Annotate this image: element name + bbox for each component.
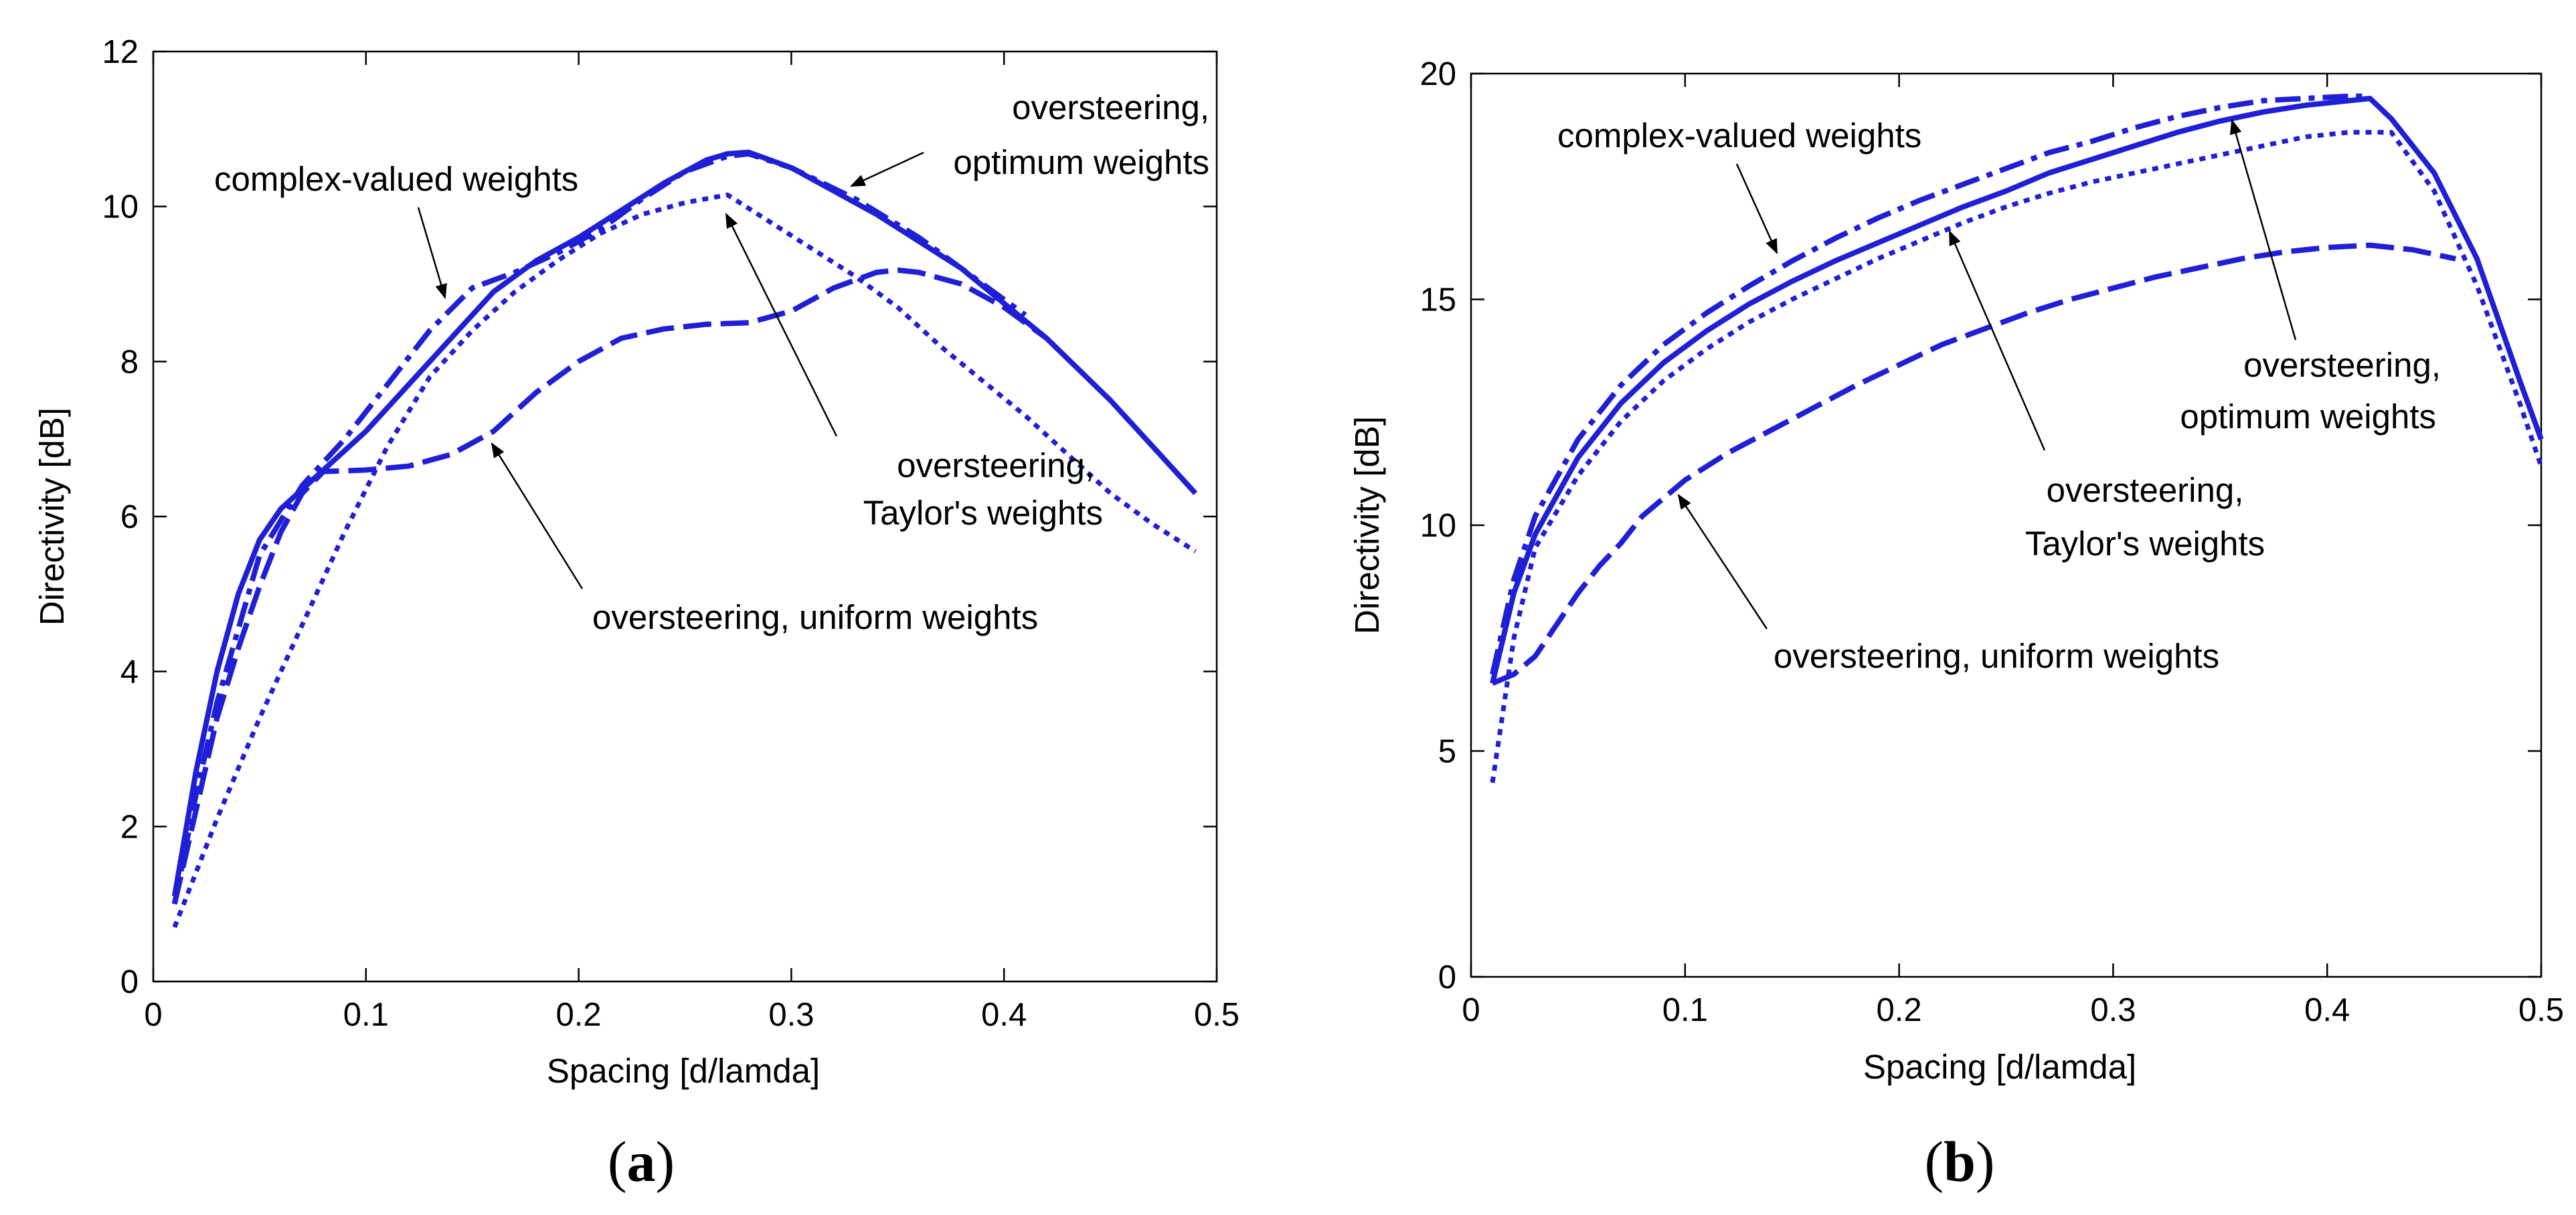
annotation-arrow [849,151,924,187]
annotation-text: optimum weights [2180,397,2436,436]
x-axis-label: Spacing [d/lamda] [1863,1048,2136,1086]
y-axis-label: Directivity [dB] [1348,416,1386,634]
annotation-text: oversteering, [2047,471,2244,509]
annotation-text: Taylor's weights [863,494,1103,532]
x-tick-label: 0.3 [2090,992,2136,1028]
annotation-oversteering-taylor-s-weights: oversteering, Taylor's weights [725,212,1103,532]
series-line-oversteering-taylor-s-weights [172,192,1197,929]
chart-panel-a: 0 0.1 0.2 0.3 0.4 0.5 0 2 4 6 8 10 12 Spacing [d/lamd… [33,34,1239,1194]
annotation-oversteering-optimum-weights: oversteering, optimum weights [2180,118,2441,436]
series-line-oversteering-taylor-s-weights [1490,130,2544,783]
annotation-text: Taylor's weights [2025,525,2265,563]
y-tick-label: 12 [102,34,139,70]
annotation-text: optimum weights [953,143,1209,181]
annotation-arrow [417,207,447,300]
annotation-text: oversteering, uniform weights [1774,637,2219,675]
series-line-oversteering-optimum-weights [1490,96,2544,684]
panel-label: (a) [608,1129,675,1194]
x-tick-label: 0 [144,997,162,1033]
x-tick-label: 0.2 [1877,992,1922,1028]
panel-label: (b) [1924,1129,1994,1194]
y-tick-label: 20 [1420,56,1456,92]
y-tick-label: 4 [120,654,139,690]
y-axis-label: Directivity [dB] [33,407,71,626]
annotation-text: oversteering, [897,446,1094,484]
annotation-arrow [1948,229,2046,451]
y-tick-label: 8 [120,344,139,380]
x-tick-label: 0.4 [2304,992,2350,1028]
y-tick-label: 10 [1420,508,1456,544]
x-tick-label: 0 [1462,992,1480,1028]
y-tick-label: 0 [1438,959,1456,996]
annotation-complex-valued-weights: complex-valued weights [1557,116,1921,255]
series-line-oversteering-uniform-weights [1491,242,2456,686]
y-tick-label: 15 [1420,282,1456,318]
y-tick-label: 6 [120,499,139,535]
annotation-complex-valued-weights: complex-valued weights [214,160,578,300]
x-axis-label: Spacing [d/lamda] [547,1052,820,1090]
x-tick-label: 0.5 [1194,997,1239,1033]
annotation-oversteering-taylor-s-weights: oversteering, Taylor's weights [1948,229,2265,563]
x-tick-label: 0.3 [768,997,814,1033]
y-tick-label: 2 [120,809,139,845]
annotation-text: complex-valued weights [214,160,578,198]
x-tick-label: 0.4 [981,997,1027,1033]
series-line-oversteering-optimum-weights [171,149,1198,897]
x-tick-label: 0.5 [2518,992,2564,1028]
y-tick-label: 10 [102,189,139,225]
annotation-arrow [725,212,838,437]
series-line-complex-valued-weights [171,151,1027,905]
annotation-text: oversteering, [1012,88,1209,126]
annotation-text: oversteering, [2243,346,2441,384]
annotation-arrow [2229,118,2297,341]
annotation-text: complex-valued weights [1557,116,1921,155]
y-tick-label: 0 [120,964,139,1000]
annotation-oversteering-uniform-weights: oversteering, uniform weights [491,442,1038,636]
chart-panel-b: 0 0.1 0.2 0.3 0.4 0.5 0 5 10 15 20 Spacing [d/lamda… [1348,56,2564,1194]
annotation-text: oversteering, uniform weights [592,598,1038,636]
x-tick-label: 0.2 [556,997,602,1033]
annotation-oversteering-uniform-weights: oversteering, uniform weights [1677,494,2219,675]
series-line-oversteering-uniform-weights [171,267,1049,905]
annotation-arrow [1677,494,1768,630]
annotation-arrow [491,442,584,589]
x-tick-label: 0.1 [1662,992,1708,1028]
annotation-arrow [1735,163,1778,255]
series-line-complex-valued-weights [1490,93,2371,675]
y-tick-label: 5 [1438,734,1456,770]
annotation-oversteering-optimum-weights: oversteering, optimum weights [849,88,1209,187]
x-tick-label: 0.1 [343,997,389,1033]
